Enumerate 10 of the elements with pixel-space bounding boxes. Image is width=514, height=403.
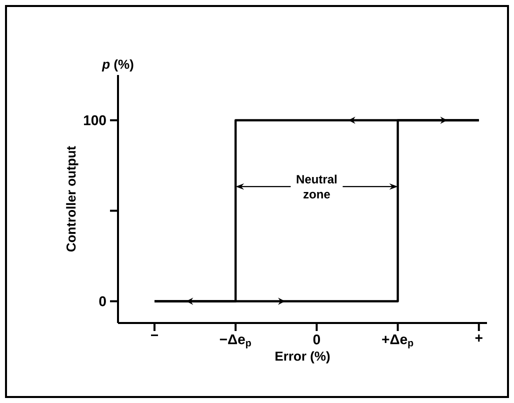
annotation: Neutral zone [296,174,337,198]
y-tick-label: 100 [84,115,106,126]
x-tick-label: 0 [313,334,320,344]
text: p (%) [102,59,134,72]
x-tick-label: −Δe$_{p}$ [220,334,251,348]
x-tick-label: +Δe$_{p}$ [382,334,414,348]
x-tick-label: + [475,334,482,342]
x-tick-label: − [150,334,158,336]
y-axis-title: Controller output [66,146,78,252]
x-axis-title: Error (%) [276,351,330,364]
